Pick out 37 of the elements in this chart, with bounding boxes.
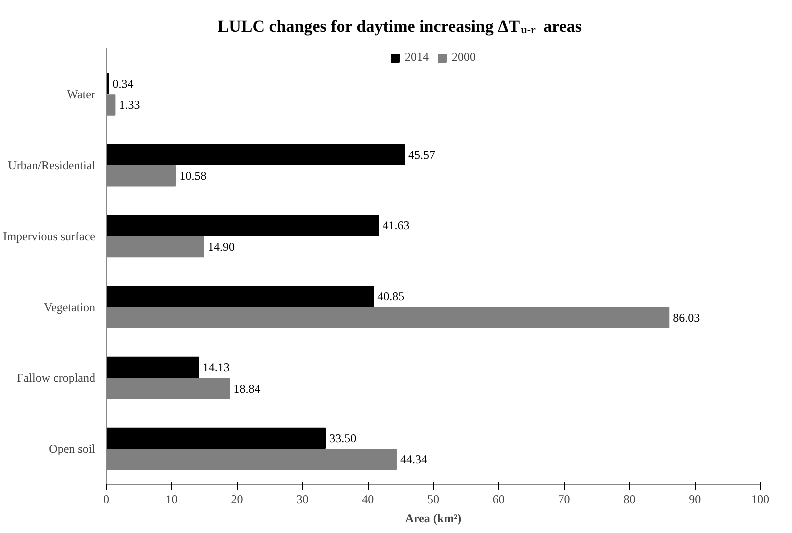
data-label: 33.50 — [330, 431, 357, 446]
x-tick-label: 100 — [752, 492, 770, 506]
y-tick-label: Impervious surface — [3, 229, 96, 244]
data-label: 0.34 — [112, 76, 134, 91]
x-tick-label: 40 — [362, 492, 374, 506]
x-tick-label: 70 — [558, 492, 570, 506]
bar — [106, 286, 374, 308]
data-label: 10.58 — [180, 169, 207, 184]
x-axis-title: Area (km²) — [405, 512, 462, 526]
x-tick-label: 10 — [166, 492, 178, 506]
data-label: 40.85 — [378, 290, 405, 304]
bar — [106, 144, 406, 166]
x-tick-label: 80 — [624, 492, 636, 506]
bar — [106, 215, 380, 236]
x-tick-label: 90 — [689, 492, 702, 506]
data-label: 1.33 — [119, 98, 140, 112]
data-label: 41.63 — [382, 218, 410, 233]
x-tick-label: 60 — [492, 492, 505, 506]
legend-label: 2000 — [452, 50, 476, 65]
data-label: 45.57 — [408, 148, 436, 162]
y-tick-label: Urban/Residential — [8, 158, 96, 172]
x-tick-label: 50 — [428, 492, 440, 506]
x-tick-label: 20 — [231, 492, 244, 506]
y-tick-label: Open soil — [49, 442, 96, 456]
y-tick-label: Fallow cropland — [17, 371, 96, 386]
data-label: 14.90 — [208, 240, 235, 254]
legend-label: 2014 — [405, 50, 429, 65]
data-label: 44.34 — [400, 452, 428, 467]
y-tick-label: Water — [67, 88, 96, 102]
data-label: 14.13 — [202, 360, 230, 375]
y-tick-label: Vegetation — [44, 300, 96, 314]
x-tick-label: 30 — [296, 492, 309, 506]
data-label: 86.03 — [673, 310, 700, 325]
bar — [106, 428, 326, 450]
data-label: 18.84 — [234, 382, 261, 396]
bar — [106, 356, 200, 378]
x-tick-label: 0 — [104, 492, 110, 506]
